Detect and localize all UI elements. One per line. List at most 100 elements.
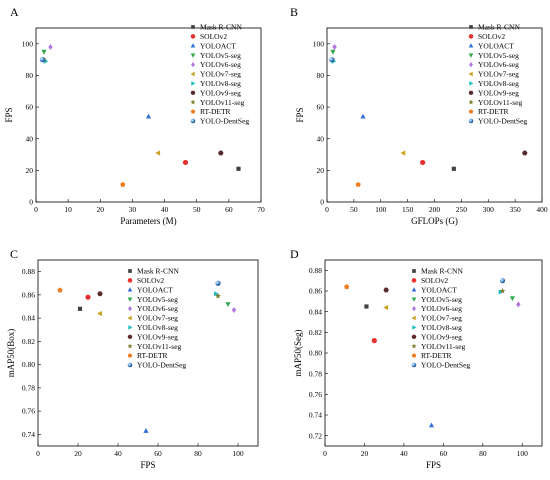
x-tick-label: 150 [402,205,414,214]
x-tick-label: 100 [517,449,529,458]
x-tick-label: 60 [225,205,233,214]
x-tick-label: 0 [34,205,38,214]
legend-marker [190,99,196,105]
data-point [39,57,46,63]
x-tick-label: 20 [97,205,105,214]
plot-frame [35,27,262,203]
data-point [360,113,366,119]
data-point [231,306,237,313]
x-tick-label: 250 [456,205,468,214]
y-tick-label: 0.82 [22,337,35,346]
legend-marker [127,353,133,358]
legend-marker [191,25,195,29]
data-point [48,43,53,50]
legend-entry: YOLO-DentSeg [478,117,527,126]
legend-marker [191,61,195,68]
data-point [329,57,335,63]
legend-marker [468,90,474,95]
data-point [155,150,161,156]
y-tick-label: 0.78 [309,369,322,378]
y-tick-label: 100 [22,39,34,48]
y-tick-label: 0.88 [309,266,322,275]
y-tick-label: 100 [313,39,325,48]
y-tick-label: 60 [317,103,325,112]
legend-entry: YOLOv7-seg [200,70,241,79]
y-tick-label: 0.72 [309,431,322,440]
legend-marker [127,287,133,292]
legend-entry: YOLOv11-seg [478,98,523,107]
data-point [218,150,224,156]
x-tick-label: 20 [74,449,82,458]
legend-entry: RT-DETR [137,351,168,360]
legend-marker [127,278,133,283]
data-point [522,150,528,156]
legend-entry: RT-DETR [478,107,509,116]
legend-marker [128,325,133,330]
legend-entry: YOLO-DentSeg [421,361,470,370]
legend-entry: YOLOv8-seg [478,79,519,88]
legend-entry: YOLOACT [478,41,514,50]
legend-entry: RT-DETR [421,351,452,360]
x-tick-label: 100 [232,449,244,458]
legend-marker [468,109,474,114]
legend-entry: YOLOv11-seg [421,342,466,351]
x-tick-label: 350 [510,205,522,214]
y-tick-label: 0 [29,198,33,207]
y-tick-label: 0.80 [22,360,35,369]
legend-entry: YOLOv9-seg [421,332,462,341]
data-point [332,43,337,50]
panel-letter: D [290,247,299,261]
legend-entry: YOLOv6-seg [421,304,462,313]
x-tick-label: 200 [429,205,441,214]
legend-marker [468,34,474,39]
y-axis-label: mAP50(Box) [6,329,16,378]
data-point [509,296,516,302]
data-point [182,159,189,166]
y-tick-label: 20 [26,166,34,175]
legend-entry: YOLOv6-seg [137,304,178,313]
legend-entry: Mask R-CNN [421,267,463,276]
data-point [77,306,83,311]
legend-marker [411,362,417,368]
legend-marker [190,34,196,39]
x-tick-label: 50 [193,205,201,214]
x-tick-label: 0 [323,449,327,458]
y-tick-label: 0 [320,198,324,207]
legend-entry: Mask R-CNN [137,267,179,276]
y-tick-label: 80 [26,71,34,80]
y-tick-label: 40 [26,134,34,143]
legend-marker [469,61,473,68]
legend-marker [412,325,417,330]
data-point [364,304,369,309]
x-axis-label: FPS [140,460,155,470]
x-tick-label: 30 [129,205,137,214]
x-tick-label: 50 [350,205,358,214]
legend-marker [411,297,417,302]
data-point [516,301,521,308]
x-tick-label: 300 [483,205,495,214]
x-tick-label: 100 [375,205,387,214]
legend-marker [128,269,132,273]
legend-marker [468,53,474,58]
y-tick-label: 0.86 [22,290,35,299]
legend-entry: SOLOv2 [478,32,505,41]
legend-marker [411,278,417,283]
panel-letter: C [10,247,18,261]
y-tick-label: 20 [317,166,325,175]
legend-entry: YOLOv7-seg [137,314,178,323]
legend-entry: YOLOv5-seg [478,51,519,60]
data-point [236,166,241,171]
legend-entry: YOLOv5-seg [421,295,462,304]
y-tick-label: 0.78 [22,383,35,392]
y-tick-label: 60 [26,103,34,112]
legend-marker [469,25,473,29]
data-point [355,181,361,187]
legend-marker [190,90,196,95]
plot-frame [37,259,259,447]
legend-entry: SOLOv2 [421,276,448,285]
data-point [383,287,389,293]
legend-entry: Mask R-CNN [200,23,242,32]
data-point [214,291,219,297]
legend-entry: YOLOv5-seg [137,295,178,304]
y-tick-label: 0.74 [309,411,322,420]
